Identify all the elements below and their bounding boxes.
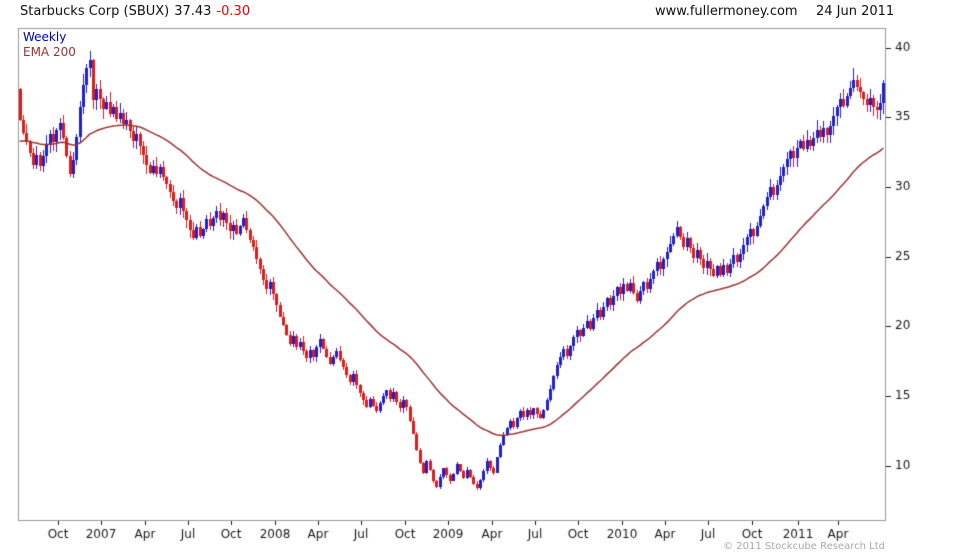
ema-legend-label: EMA 200 <box>23 45 76 59</box>
copyright-notice: © 2011 Stockcube Research Ltd <box>723 541 885 552</box>
site-link[interactable]: www.fullermoney.com <box>655 4 798 19</box>
timeframe-label: Weekly <box>23 30 67 44</box>
chart-header: Starbucks Corp (SBUX) 37.43 -0.30 <box>20 4 250 19</box>
price-change: -0.30 <box>216 4 251 19</box>
date-label: 24 Jun 2011 <box>816 4 895 19</box>
stock-price: 37.43 <box>174 4 212 19</box>
stock-name: Starbucks Corp (SBUX) <box>20 4 170 19</box>
